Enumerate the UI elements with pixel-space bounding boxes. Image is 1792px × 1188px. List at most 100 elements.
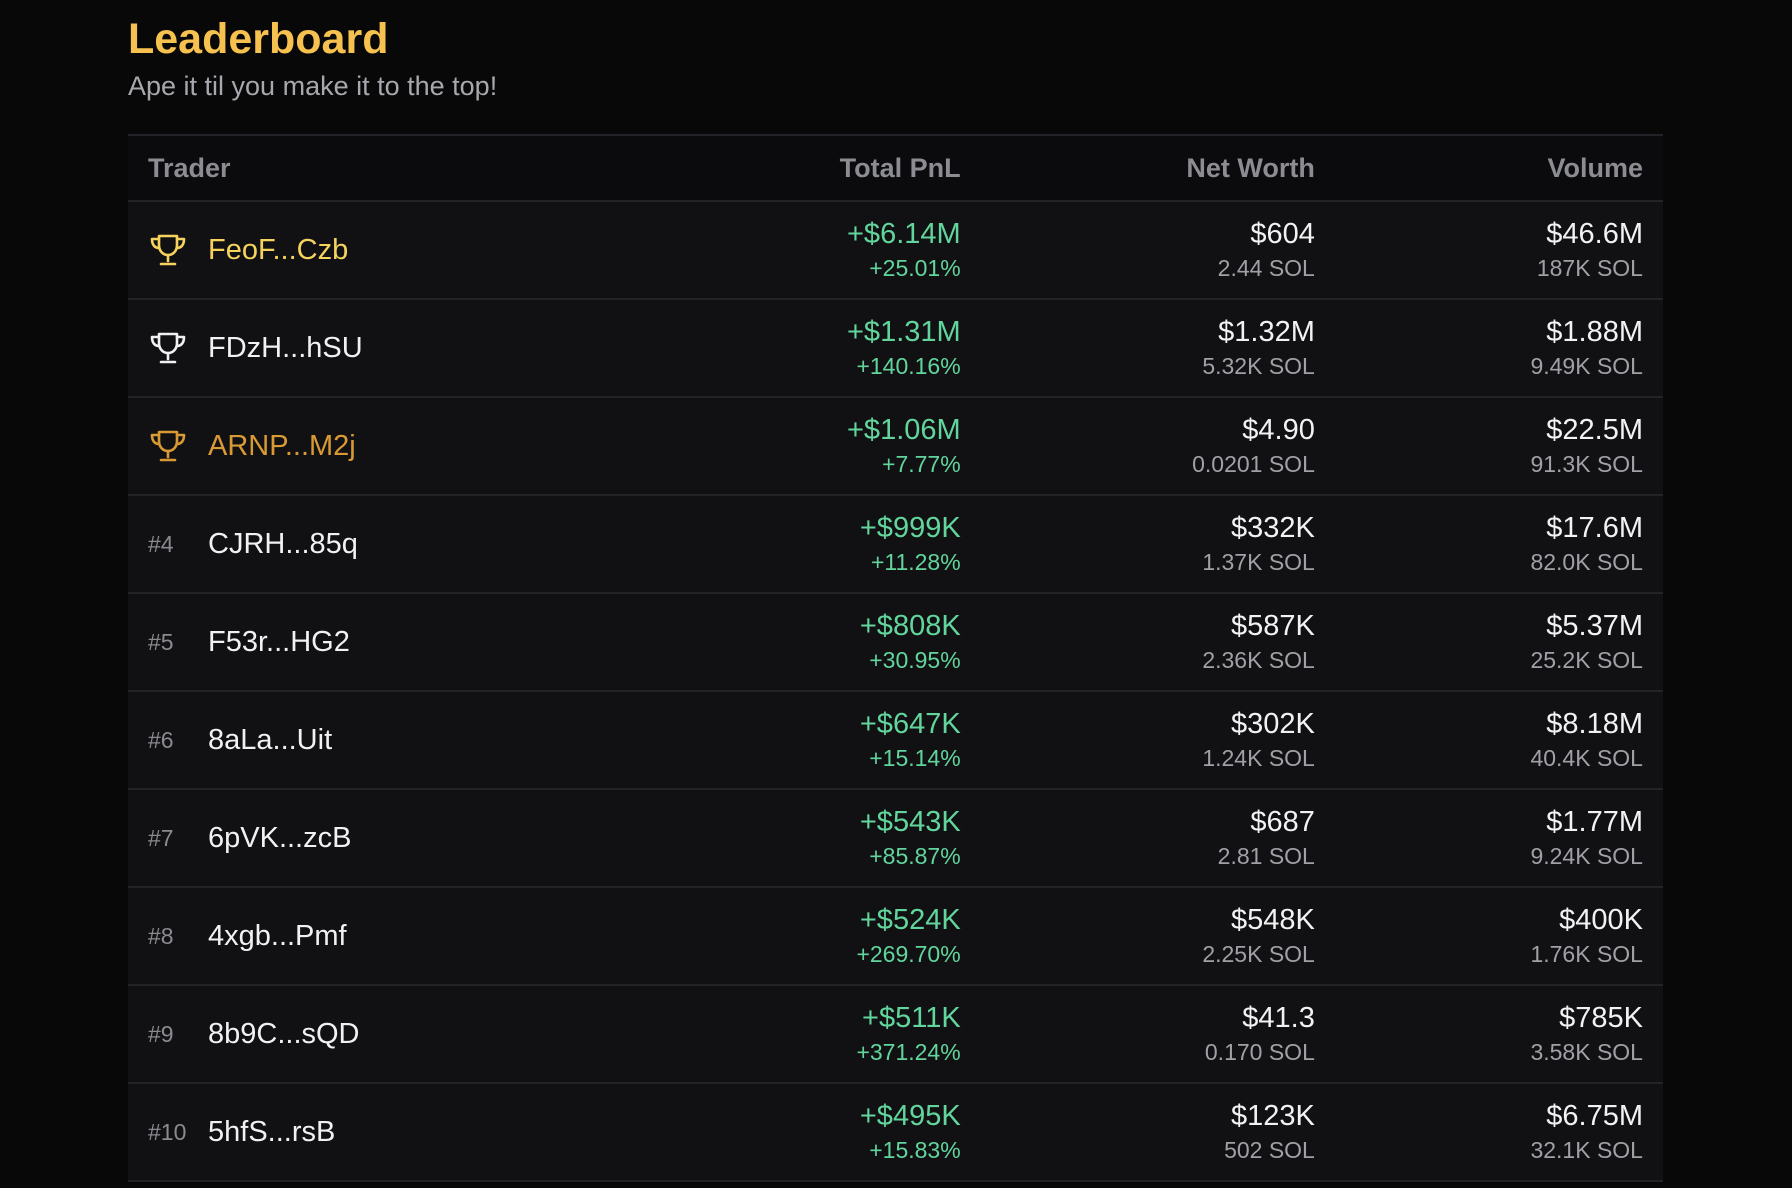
header-volume[interactable]: Volume [1547, 152, 1643, 183]
trader-cell: FeoF...Czb [128, 233, 613, 267]
net-worth-sol: 0.170 SOL [1204, 1039, 1315, 1065]
page-header: Leaderboard Ape it til you make it to th… [128, 10, 497, 104]
table-row[interactable]: #4 CJRH...85q +$999K +11.28% $332K 1.37K… [128, 496, 1663, 594]
net-worth-cell: $604 2.44 SOL [981, 216, 1335, 284]
page-subtitle: Ape it til you make it to the top! [128, 71, 498, 101]
trader-address-link[interactable]: 5hfS...rsB [208, 1115, 336, 1148]
table-row[interactable]: #7 6pVK...zcB +$543K +85.87% $687 2.81 S… [128, 790, 1663, 888]
trader-address-link[interactable]: ARNP...M2j [208, 429, 356, 462]
pnl-percent: +11.28% [870, 549, 961, 575]
rank-label: #4 [148, 530, 174, 557]
trader-address-link[interactable]: 4xgb...Pmf [208, 919, 347, 952]
net-worth-value: $302K [1231, 708, 1315, 740]
volume-value: $1.88M [1546, 316, 1643, 348]
net-worth-sol: 2.44 SOL [1217, 255, 1315, 281]
trophy-icon [148, 429, 208, 463]
trader-address-link[interactable]: FeoF...Czb [208, 233, 349, 266]
table-row[interactable]: FeoF...Czb +$6.14M +25.01% $604 2.44 SOL… [128, 202, 1663, 300]
net-worth-sol: 1.37K SOL [1202, 549, 1315, 575]
net-worth-value: $687 [1250, 806, 1315, 838]
trader-cell: #6 8aLa...Uit [128, 724, 613, 757]
net-worth-value: $604 [1250, 218, 1315, 250]
volume-sol: 25.2K SOL [1530, 647, 1643, 673]
trader-address-link[interactable]: 8aLa...Uit [208, 723, 333, 756]
pnl-percent: +371.24% [856, 1039, 961, 1065]
volume-value: $17.6M [1546, 512, 1643, 544]
rank-label: #8 [148, 922, 174, 949]
net-worth-sol: 2.81 SOL [1217, 843, 1315, 869]
volume-cell: $1.77M 9.24K SOL [1335, 804, 1663, 872]
leaderboard-table: Trader Total PnL Net Worth Volume FeoF..… [128, 134, 1663, 1182]
volume-cell: $785K 3.58K SOL [1335, 1000, 1663, 1068]
net-worth-value: $332K [1231, 512, 1315, 544]
volume-sol: 1.76K SOL [1530, 941, 1643, 967]
volume-value: $785K [1559, 1002, 1643, 1034]
net-worth-sol: 1.24K SOL [1202, 745, 1315, 771]
trader-cell: #8 4xgb...Pmf [128, 920, 613, 953]
volume-value: $6.75M [1546, 1100, 1643, 1132]
header-trader[interactable]: Trader [148, 152, 231, 183]
net-worth-sol: 5.32K SOL [1202, 353, 1315, 379]
pnl-percent: +140.16% [856, 353, 961, 379]
net-worth-value: $1.32M [1218, 316, 1315, 348]
volume-sol: 91.3K SOL [1530, 451, 1643, 477]
pnl-percent: +15.83% [869, 1137, 961, 1163]
pnl-value: +$1.06M [847, 414, 961, 446]
net-worth-value: $123K [1231, 1100, 1315, 1132]
table-row[interactable]: #5 F53r...HG2 +$808K +30.95% $587K 2.36K… [128, 594, 1663, 692]
pnl-value: +$999K [859, 512, 961, 544]
pnl-cell: +$6.14M +25.01% [613, 216, 980, 284]
trader-address-link[interactable]: F53r...HG2 [208, 625, 350, 658]
pnl-value: +$647K [859, 708, 961, 740]
trader-cell: ARNP...M2j [128, 429, 613, 463]
volume-cell: $5.37M 25.2K SOL [1335, 608, 1663, 676]
pnl-value: +$1.31M [847, 316, 961, 348]
pnl-percent: +15.14% [869, 745, 961, 771]
pnl-percent: +269.70% [856, 941, 961, 967]
pnl-cell: +$511K +371.24% [613, 1000, 980, 1068]
volume-cell: $400K 1.76K SOL [1335, 902, 1663, 970]
pnl-value: +$495K [859, 1100, 961, 1132]
net-worth-cell: $4.90 0.0201 SOL [981, 412, 1335, 480]
trader-cell: #7 6pVK...zcB [128, 822, 613, 855]
pnl-value: +$511K [862, 1002, 961, 1034]
volume-cell: $6.75M 32.1K SOL [1335, 1098, 1663, 1166]
pnl-value: +$524K [859, 904, 961, 936]
volume-cell: $1.88M 9.49K SOL [1335, 314, 1663, 382]
pnl-value: +$6.14M [847, 218, 961, 250]
trader-address-link[interactable]: CJRH...85q [208, 527, 358, 560]
table-row[interactable]: #10 5hfS...rsB +$495K +15.83% $123K 502 … [128, 1084, 1663, 1182]
trader-cell: #5 F53r...HG2 [128, 626, 613, 659]
pnl-cell: +$999K +11.28% [613, 510, 980, 578]
net-worth-sol: 502 SOL [1224, 1137, 1315, 1163]
trader-address-link[interactable]: FDzH...hSU [208, 331, 363, 364]
pnl-cell: +$495K +15.83% [613, 1098, 980, 1166]
trader-address-link[interactable]: 6pVK...zcB [208, 821, 352, 854]
table-row[interactable]: #6 8aLa...Uit +$647K +15.14% $302K 1.24K… [128, 692, 1663, 790]
header-net-worth[interactable]: Net Worth [1186, 152, 1315, 183]
rank-label: #7 [148, 824, 174, 851]
pnl-cell: +$1.06M +7.77% [613, 412, 980, 480]
net-worth-cell: $123K 502 SOL [981, 1098, 1335, 1166]
net-worth-cell: $332K 1.37K SOL [981, 510, 1335, 578]
rank-label: #5 [148, 628, 174, 655]
table-row[interactable]: ARNP...M2j +$1.06M +7.77% $4.90 0.0201 S… [128, 398, 1663, 496]
volume-cell: $8.18M 40.4K SOL [1335, 706, 1663, 774]
volume-sol: 40.4K SOL [1530, 745, 1643, 771]
trader-address-link[interactable]: 8b9C...sQD [208, 1017, 360, 1050]
pnl-cell: +$808K +30.95% [613, 608, 980, 676]
pnl-value: +$808K [859, 610, 961, 642]
table-row[interactable]: #8 4xgb...Pmf +$524K +269.70% $548K 2.25… [128, 888, 1663, 986]
table-header-row: Trader Total PnL Net Worth Volume [128, 136, 1663, 202]
table-row[interactable]: FDzH...hSU +$1.31M +140.16% $1.32M 5.32K… [128, 300, 1663, 398]
table-row[interactable]: #9 8b9C...sQD +$511K +371.24% $41.3 0.17… [128, 986, 1663, 1084]
table-body: FeoF...Czb +$6.14M +25.01% $604 2.44 SOL… [128, 202, 1663, 1182]
volume-sol: 187K SOL [1536, 255, 1643, 281]
header-total-pnl[interactable]: Total PnL [839, 152, 961, 183]
volume-sol: 9.49K SOL [1530, 353, 1643, 379]
volume-sol: 9.24K SOL [1530, 843, 1643, 869]
trophy-icon [148, 331, 208, 365]
net-worth-sol: 2.36K SOL [1202, 647, 1315, 673]
trader-cell: FDzH...hSU [128, 331, 613, 365]
